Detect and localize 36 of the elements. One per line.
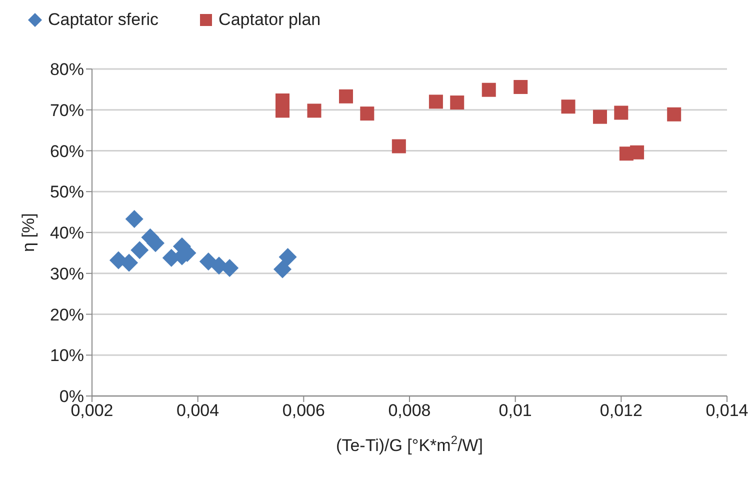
point (450, 96, 464, 110)
point (593, 110, 607, 124)
y-tick-label: 60% (50, 142, 84, 161)
x-tick-label: 0,002 (70, 401, 114, 420)
point (561, 100, 576, 114)
point (614, 106, 628, 120)
y-axis-title: η [%] (19, 213, 38, 252)
legend-label: Captator plan (218, 10, 321, 30)
x-tick-label: 0,014 (706, 401, 748, 420)
y-tick-label: 10% (50, 346, 84, 366)
y-tick-label: 30% (50, 264, 84, 284)
point (339, 89, 353, 104)
x-tick-label: 0,012 (600, 401, 642, 420)
point (307, 104, 322, 118)
y-tick-label: 40% (50, 224, 84, 243)
point (360, 106, 374, 121)
y-tick-label: 50% (50, 182, 84, 202)
legend-label: Captator sferic (47, 10, 159, 30)
point (630, 145, 644, 160)
point (428, 94, 443, 109)
x-tick-label: 0,006 (282, 401, 325, 420)
y-tick-label: 20% (50, 305, 84, 324)
point (667, 107, 682, 122)
x-tick-label: 0,004 (176, 401, 220, 420)
x-axis-title: (Te-Ti)/G [°K*m$^{2}$/W] (336, 433, 483, 455)
point (392, 139, 406, 154)
point (274, 260, 292, 278)
y-tick-label: 80% (50, 60, 84, 80)
point (130, 241, 149, 260)
point (125, 210, 144, 228)
point (278, 248, 297, 266)
x-tick-label: 0,008 (388, 401, 431, 420)
y-tick-label: 70% (50, 100, 84, 120)
point (482, 82, 496, 97)
point (514, 80, 528, 94)
x-tick-label: 0,01 (498, 401, 532, 420)
